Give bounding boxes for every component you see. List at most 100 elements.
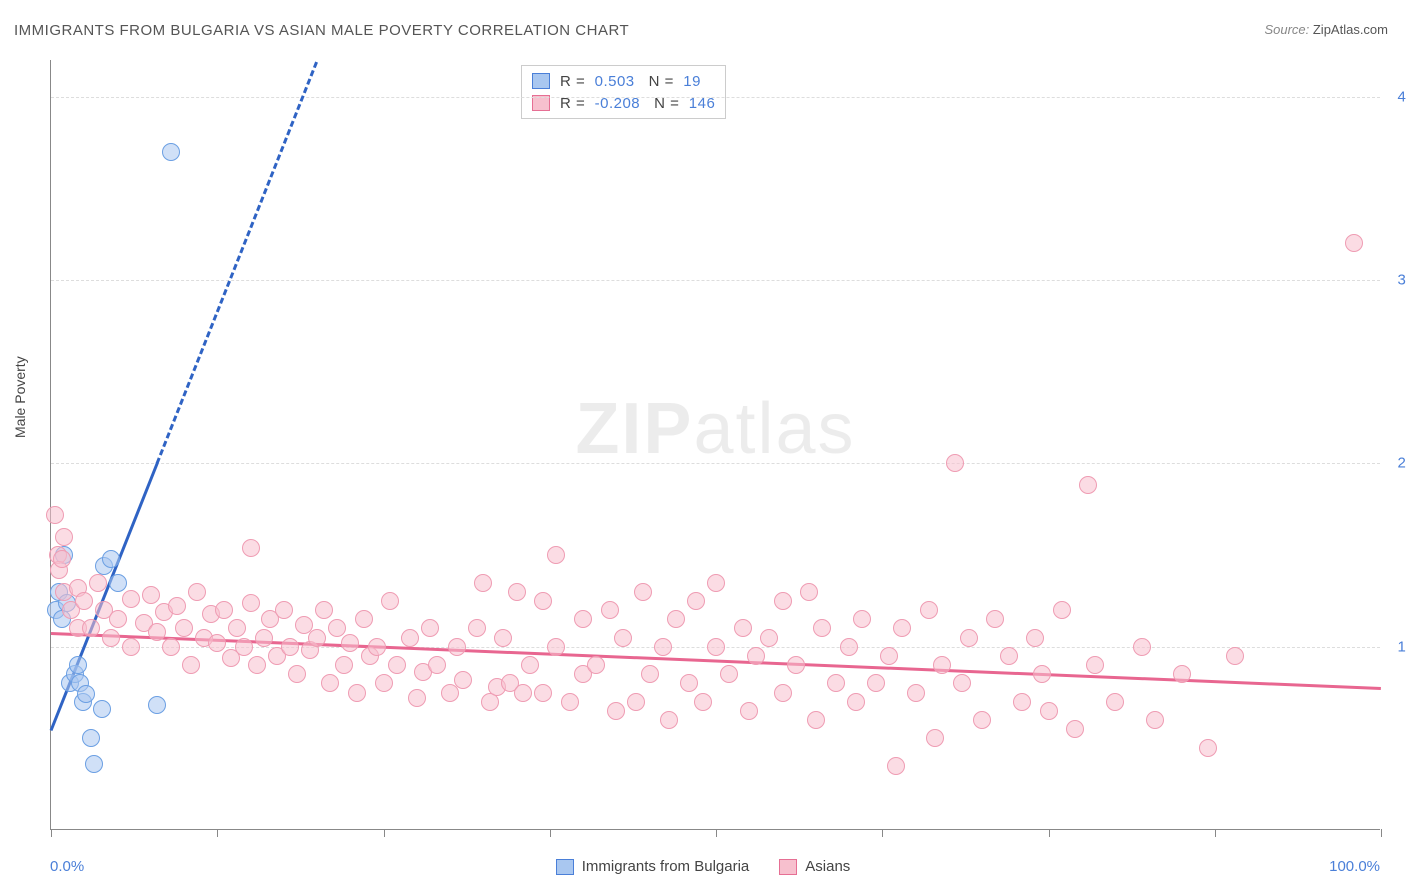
asians-point — [142, 586, 160, 604]
asians-point — [288, 665, 306, 683]
asians-point — [55, 528, 73, 546]
asians-point — [774, 592, 792, 610]
asians-point — [547, 638, 565, 656]
asians-point — [228, 619, 246, 637]
y-axis-title: Male Poverty — [12, 356, 28, 438]
bulgaria-point — [148, 696, 166, 714]
asians-point — [853, 610, 871, 628]
asians-point — [920, 601, 938, 619]
asians-point — [82, 619, 100, 637]
asians-point — [660, 711, 678, 729]
asians-point — [607, 702, 625, 720]
bulgaria-trend-line — [156, 61, 318, 464]
asians-point — [907, 684, 925, 702]
legend-label: Asians — [805, 858, 850, 875]
asians-point — [401, 629, 419, 647]
asians-point — [687, 592, 705, 610]
asians-point — [375, 674, 393, 692]
x-tick — [1215, 829, 1216, 837]
x-tick — [51, 829, 52, 837]
chart-title: IMMIGRANTS FROM BULGARIA VS ASIAN MALE P… — [14, 22, 629, 39]
bulgaria-point — [85, 755, 103, 773]
asians-point — [1040, 702, 1058, 720]
legend-row: R = 0.503 N = 19 — [532, 70, 715, 92]
legend-r-label: R = 0.503 N = 19 — [560, 73, 701, 90]
asians-point — [242, 539, 260, 557]
asians-point — [867, 674, 885, 692]
asians-point — [800, 583, 818, 601]
asians-point — [255, 629, 273, 647]
asians-point — [508, 583, 526, 601]
asians-point — [321, 674, 339, 692]
bulgaria-point — [69, 656, 87, 674]
asians-point — [534, 684, 552, 702]
bulgaria-point — [109, 574, 127, 592]
source-name: ZipAtlas.com — [1313, 22, 1388, 37]
x-tick — [1049, 829, 1050, 837]
y-tick-label: 10.0% — [1397, 638, 1406, 655]
asians-point — [355, 610, 373, 628]
asians-point — [887, 757, 905, 775]
asians-point — [641, 665, 659, 683]
asians-point — [521, 656, 539, 674]
asians-point — [986, 610, 1004, 628]
asians-point — [634, 583, 652, 601]
legend-label: Immigrants from Bulgaria — [582, 858, 750, 875]
asians-point — [102, 629, 120, 647]
asians-point — [53, 550, 71, 568]
x-tick — [882, 829, 883, 837]
asians-point — [734, 619, 752, 637]
asians-point — [720, 665, 738, 683]
legend-item: Immigrants from Bulgaria — [556, 858, 750, 875]
asians-point — [335, 656, 353, 674]
asians-point — [760, 629, 778, 647]
asians-point — [89, 574, 107, 592]
asians-point — [587, 656, 605, 674]
asians-point — [627, 693, 645, 711]
grid-line — [51, 280, 1380, 281]
asians-point — [534, 592, 552, 610]
asians-point — [75, 592, 93, 610]
source-attribution: Source: ZipAtlas.com — [1264, 22, 1388, 37]
asians-point — [1146, 711, 1164, 729]
source-prefix: Source: — [1264, 22, 1312, 37]
asians-point — [707, 638, 725, 656]
y-tick-label: 20.0% — [1397, 455, 1406, 472]
asians-point — [601, 601, 619, 619]
legend-row: R = -0.208 N = 146 — [532, 92, 715, 114]
asians-point — [946, 454, 964, 472]
asians-point — [122, 638, 140, 656]
asians-point — [694, 693, 712, 711]
asians-point — [1053, 601, 1071, 619]
asians-point — [428, 656, 446, 674]
asians-point — [454, 671, 472, 689]
asians-point — [1173, 665, 1191, 683]
asians-point — [381, 592, 399, 610]
asians-point — [168, 597, 186, 615]
watermark: ZIPatlas — [575, 388, 855, 470]
grid-line — [51, 463, 1380, 464]
x-axis-min-label: 0.0% — [50, 858, 84, 875]
asians-point — [308, 629, 326, 647]
asians-point — [547, 546, 565, 564]
asians-point — [933, 656, 951, 674]
asians-point — [408, 689, 426, 707]
legend-swatch — [779, 859, 797, 875]
asians-point — [893, 619, 911, 637]
asians-point — [448, 638, 466, 656]
correlation-legend: R = 0.503 N = 19 R = -0.208 N = 146 — [521, 65, 726, 119]
asians-point — [215, 601, 233, 619]
bulgaria-point — [162, 143, 180, 161]
x-tick — [1381, 829, 1382, 837]
asians-point — [1199, 739, 1217, 757]
asians-point — [46, 506, 64, 524]
asians-point — [747, 647, 765, 665]
asians-point — [122, 590, 140, 608]
asians-point — [847, 693, 865, 711]
y-tick-label: 30.0% — [1397, 272, 1406, 289]
bulgaria-point — [77, 685, 95, 703]
asians-point — [275, 601, 293, 619]
chart-container: IMMIGRANTS FROM BULGARIA VS ASIAN MALE P… — [0, 0, 1406, 892]
asians-point — [148, 623, 166, 641]
asians-point — [1133, 638, 1151, 656]
